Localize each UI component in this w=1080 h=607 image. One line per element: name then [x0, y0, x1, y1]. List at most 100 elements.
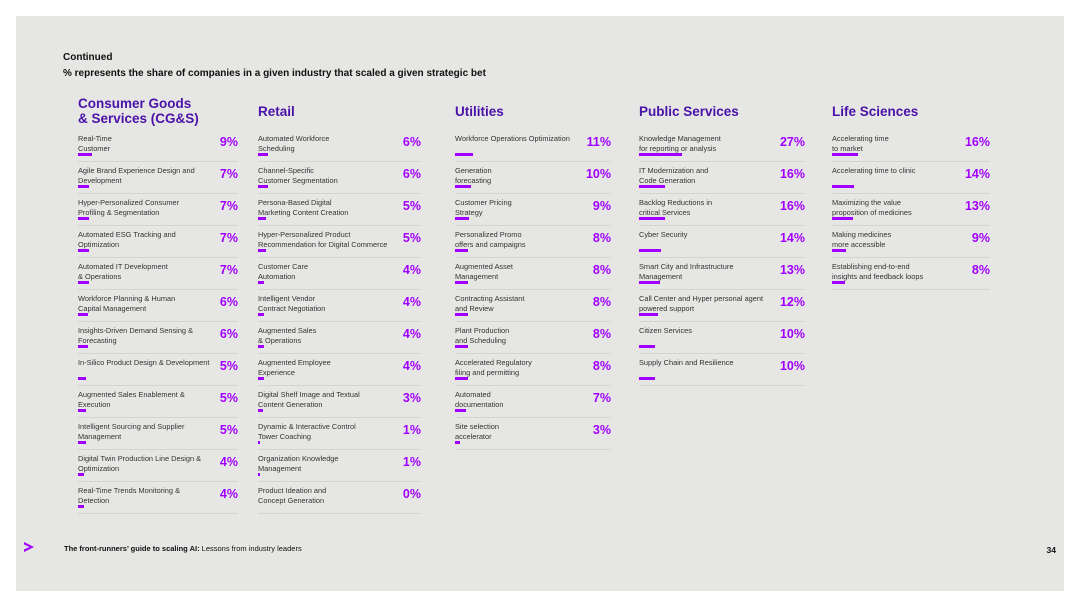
bet-percentage: 6% [402, 167, 421, 181]
bet-percentage: 4% [402, 263, 421, 277]
strategic-bet-row: Intelligent Sourcing and Supplier Manage… [78, 418, 238, 450]
bet-label: Generation forecasting [455, 166, 492, 185]
bet-percentage: 10% [779, 359, 805, 373]
bet-bar [258, 473, 260, 476]
strategic-bet-row: Augmented Sales Enablement & Execution 5% [78, 386, 238, 418]
bet-label: Automated ESG Tracking and Optimization [78, 230, 176, 249]
bet-bar [258, 409, 263, 412]
strategic-bet-row: Making medicines more accessible 9% [832, 226, 990, 258]
bet-bar [258, 345, 265, 348]
bet-percentage: 8% [592, 295, 611, 309]
bet-bar [78, 249, 90, 252]
bet-label: Site selection accelerator [455, 422, 499, 441]
bet-bar [78, 217, 90, 220]
bet-bar [639, 249, 662, 252]
bet-label: Agile Brand Experience Design and Develo… [78, 166, 195, 185]
bet-percentage: 7% [219, 231, 238, 245]
bet-label: Real-Time Trends Monitoring & Detection [78, 486, 180, 505]
bet-label: IT Modernization and Code Generation [639, 166, 709, 185]
bet-bar [78, 505, 85, 508]
strategic-bet-row: Call Center and Hyper personal agent pow… [639, 290, 805, 322]
bet-label: Digital Shelf Image and Textual Content … [258, 390, 360, 409]
bet-label: Accelerating time to market [832, 134, 889, 153]
strategic-bet-row: Augmented Asset Management 8% [455, 258, 611, 290]
strategic-bet-row: Hyper-Personalized Product Recommendatio… [258, 226, 421, 258]
bet-bar [78, 473, 85, 476]
bet-label: Customer Care Automation [258, 262, 309, 281]
bet-bar [258, 313, 265, 316]
strategic-bet-row: Product Ideation and Concept Generation 0… [258, 482, 421, 514]
bet-bar [455, 185, 471, 188]
strategic-bet-row: Contracting Assistant and Review 8% [455, 290, 611, 322]
bet-label: Intelligent Vendor Contract Negotiation [258, 294, 326, 313]
bet-label: Real-Time Customer [78, 134, 112, 153]
footer-bold: The front-runners’ guide to scaling AI: [64, 544, 200, 553]
bet-label: Customer Pricing Strategy [455, 198, 512, 217]
bet-percentage: 6% [402, 135, 421, 149]
strategic-bet-row: Site selection accelerator 3% [455, 418, 611, 450]
bet-bar [258, 377, 265, 380]
bet-bar [832, 249, 847, 252]
bet-percentage: 11% [586, 135, 611, 149]
strategic-bet-row: Real-Time Trends Monitoring & Detection 4… [78, 482, 238, 514]
strategic-bet-row: Smart City and Infrastructure Management… [639, 258, 805, 290]
bet-bar [258, 281, 265, 284]
strategic-bet-row: Agile Brand Experience Design and Develo… [78, 162, 238, 194]
bet-label: In-Silico Product Design & Development [78, 358, 210, 367]
bet-label: Call Center and Hyper personal agent pow… [639, 294, 764, 313]
bet-bar [78, 185, 90, 188]
bet-label: Automated documentation [455, 390, 504, 409]
strategic-bet-row: Automated IT Development & Operations 7% [78, 258, 238, 290]
bet-percentage: 8% [592, 359, 611, 373]
bet-bar [78, 409, 86, 412]
bet-bar [832, 281, 845, 284]
bet-label: Knowledge Management for reporting or an… [639, 134, 721, 153]
bet-bar [78, 345, 88, 348]
bet-label: Maximizing the value proposition of medi… [832, 198, 912, 217]
bet-percentage: 16% [779, 167, 805, 181]
bet-label: Dynamic & Interactive Control Tower Coac… [258, 422, 356, 441]
strategic-bet-row: Workforce Planning & Human Capital Manag… [78, 290, 238, 322]
bet-percentage: 9% [971, 231, 990, 245]
bet-label: Automated Workforce Scheduling [258, 134, 330, 153]
bet-percentage: 3% [592, 423, 611, 437]
bet-percentage: 7% [219, 199, 238, 213]
bet-percentage: 8% [592, 327, 611, 341]
bet-percentage: 10% [779, 327, 805, 341]
bet-bar [455, 281, 468, 284]
bet-label: Automated IT Development & Operations [78, 262, 168, 281]
bet-label: Product Ideation and Concept Generation [258, 486, 327, 505]
bet-bar [639, 185, 665, 188]
bet-bar [639, 281, 660, 284]
strategic-bet-row: Automated documentation 7% [455, 386, 611, 418]
strategic-bet-row: Dynamic & Interactive Control Tower Coac… [258, 418, 421, 450]
strategic-bet-row: Supply Chain and Resilience 10% [639, 354, 805, 386]
page-subtitle: % represents the share of companies in a… [63, 68, 486, 79]
bet-bar [639, 153, 683, 156]
bet-label: Channel-Specific Customer Segmentation [258, 166, 338, 185]
strategic-bet-row: Backlog Reductions in critical Services 1… [639, 194, 805, 226]
bet-percentage: 6% [219, 327, 238, 341]
strategic-bet-row: Insights-Driven Demand Sensing & Forecas… [78, 322, 238, 354]
bet-bar [832, 153, 858, 156]
bet-label: Digital Twin Production Line Design & Op… [78, 454, 202, 473]
bet-label: Insights-Driven Demand Sensing & Forecas… [78, 326, 194, 345]
strategic-bet-row: Channel-Specific Customer Segmentation 6% [258, 162, 421, 194]
strategic-bet-row: Personalized Promo offers and campaigns 8… [455, 226, 611, 258]
bet-label: Hyper-Personalized Consumer Profiling & … [78, 198, 180, 217]
bet-label: Hyper-Personalized Product Recommendatio… [258, 230, 388, 249]
bet-percentage: 14% [779, 231, 805, 245]
bet-percentage: 7% [219, 167, 238, 181]
bet-label: Workforce Planning & Human Capital Manag… [78, 294, 176, 313]
bet-percentage: 9% [592, 199, 611, 213]
bet-bar [455, 377, 468, 380]
bet-bar [78, 313, 88, 316]
column-title: Public Services [639, 104, 739, 119]
bet-percentage: 4% [402, 295, 421, 309]
industry-column: Life Sciences Accelerating time to market… [832, 96, 990, 290]
bet-percentage: 9% [219, 135, 238, 149]
bet-percentage: 4% [219, 455, 238, 469]
bet-percentage: 16% [779, 199, 805, 213]
bet-percentage: 0% [402, 487, 421, 501]
strategic-bet-row: Digital Twin Production Line Design & Op… [78, 450, 238, 482]
